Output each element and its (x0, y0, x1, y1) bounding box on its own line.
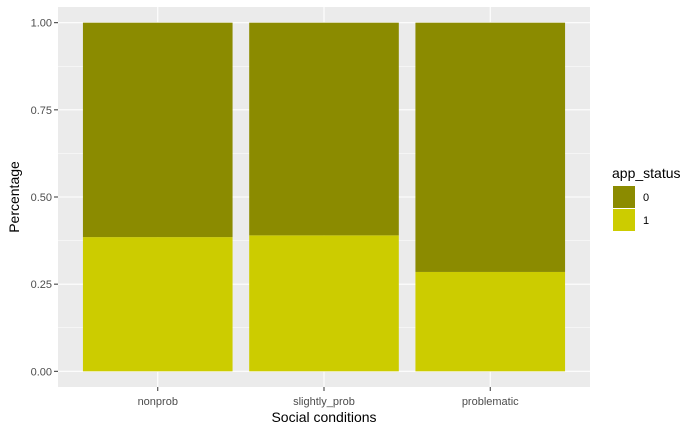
y-tick-label: 1.00 (31, 18, 52, 30)
bar-problematic-series-0 (415, 22, 566, 272)
legend-title: app_status (612, 165, 681, 181)
legend-label-1: 1 (643, 215, 649, 227)
y-tick-label: 0.25 (31, 279, 52, 291)
x-axis: nonprob slightly_prob problematic (138, 387, 519, 408)
x-tick-label: problematic (462, 396, 519, 408)
y-axis: 0.00 0.25 0.50 0.75 1.00 (31, 18, 58, 378)
y-tick-label: 0.00 (31, 366, 52, 378)
legend-key-0 (613, 186, 635, 208)
legend: app_status 0 1 (612, 165, 681, 231)
bar-slightly_prob-series-1 (249, 235, 399, 372)
y-tick-label: 0.75 (31, 105, 52, 117)
legend-label-0: 0 (643, 192, 649, 204)
x-tick-label: slightly_prob (293, 396, 355, 408)
bar-problematic-series-1 (415, 271, 566, 372)
bar-nonprob-series-1 (82, 237, 233, 372)
bars (82, 22, 566, 372)
legend-key-1 (613, 209, 635, 231)
bar-slightly_prob-series-0 (249, 22, 399, 236)
y-tick-label: 0.50 (31, 192, 52, 204)
y-axis-title: Percentage (6, 161, 22, 233)
bar-nonprob-series-0 (82, 22, 233, 238)
x-axis-title: Social conditions (271, 409, 376, 425)
x-tick-label: nonprob (138, 396, 178, 408)
